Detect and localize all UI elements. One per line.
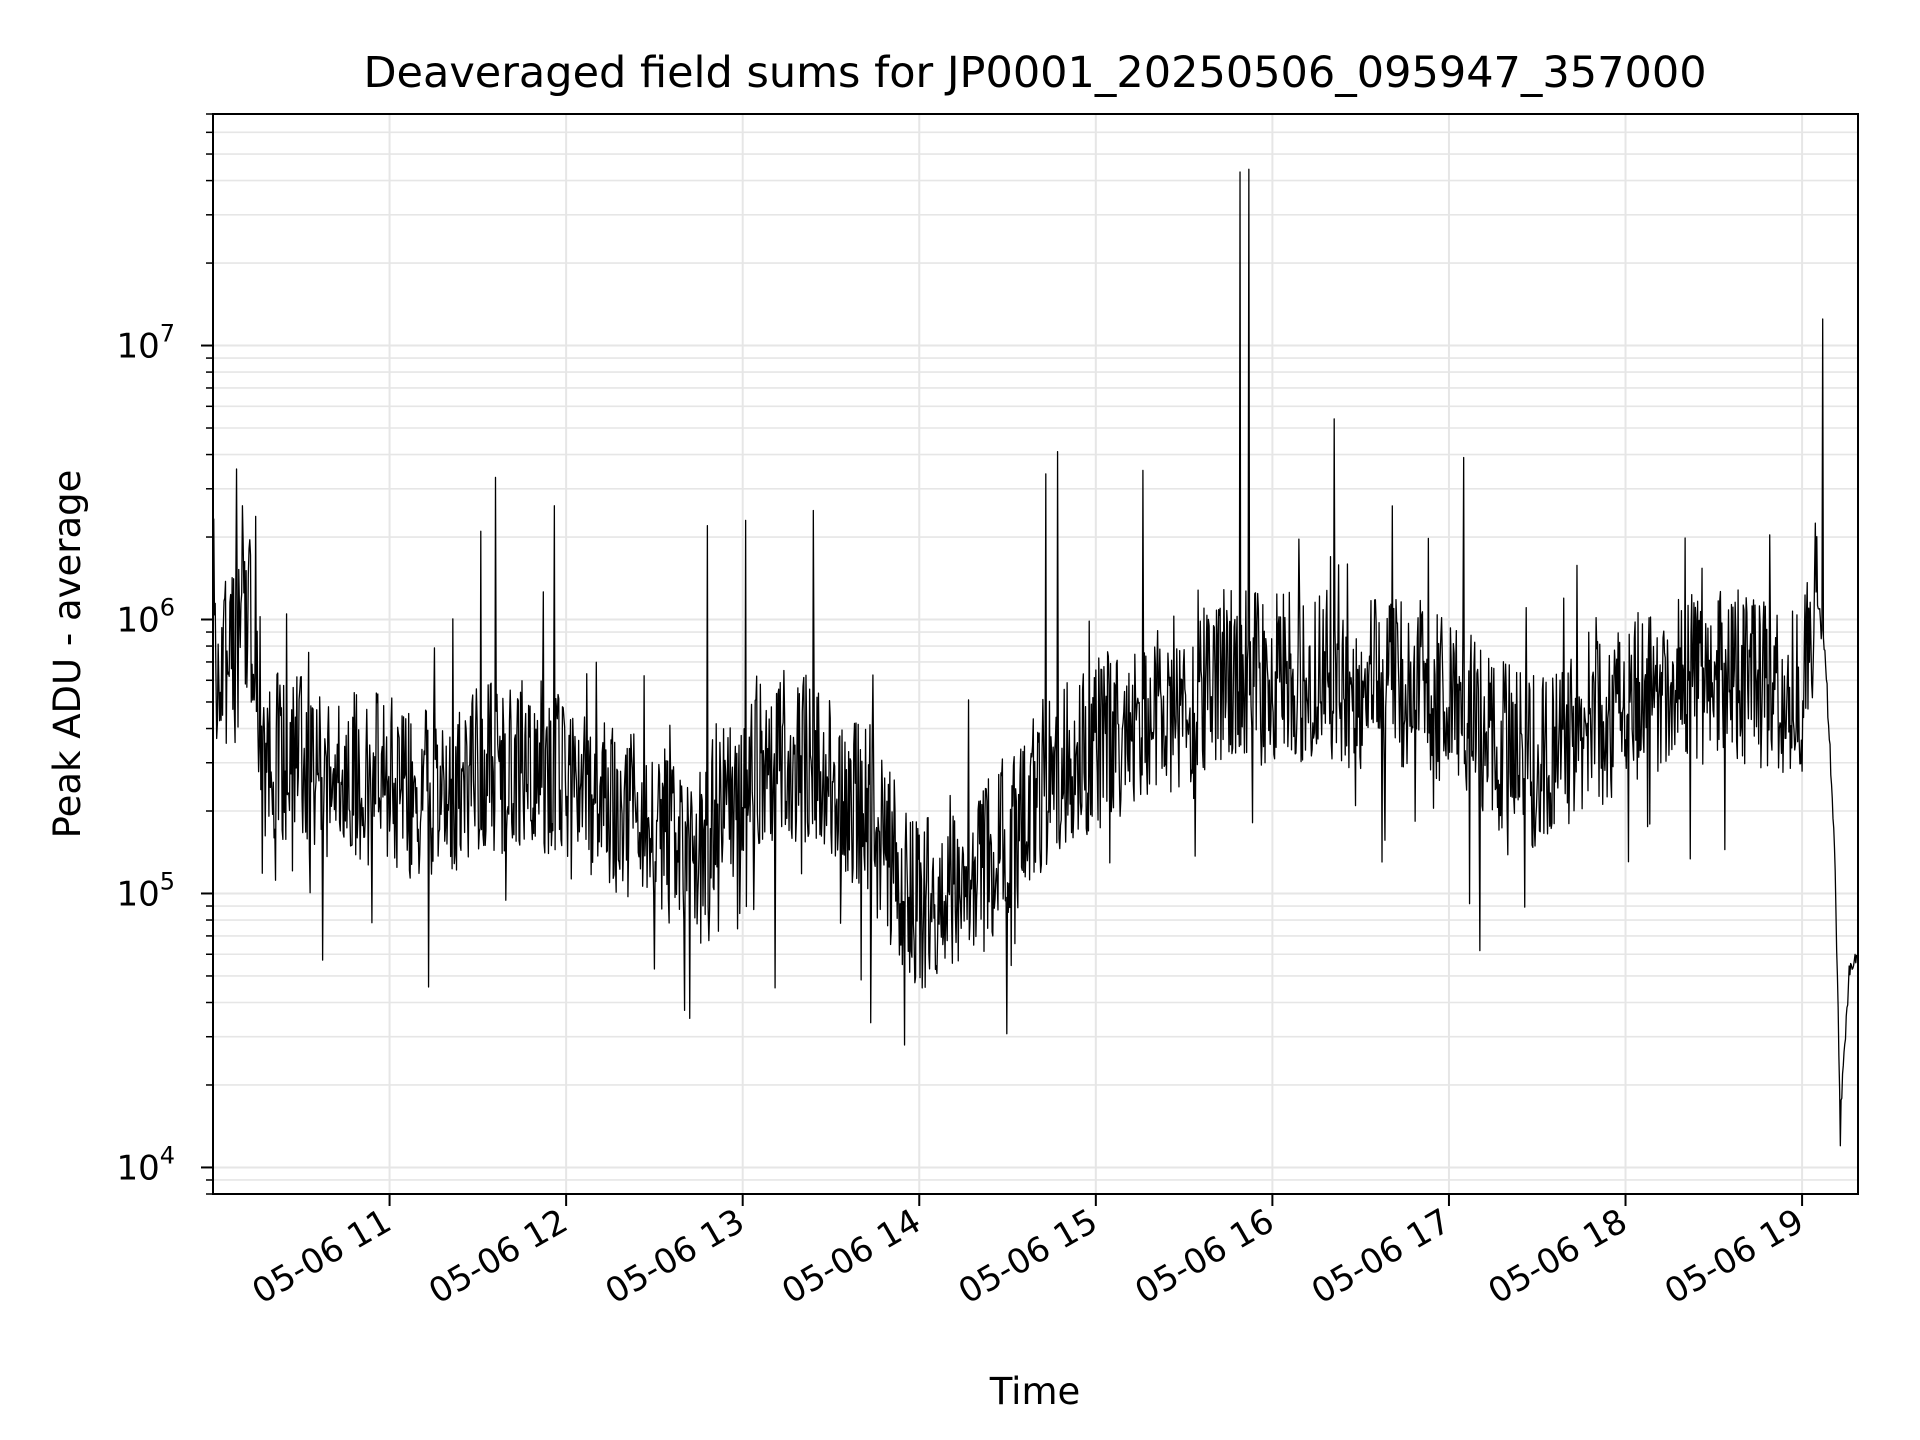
series-line-0	[212, 168, 1859, 1147]
y-tick-exponent: 4	[160, 1141, 175, 1169]
chart-title: Deaveraged field sums for JP0001_2025050…	[363, 48, 1706, 98]
y-tick-label: 104	[116, 1141, 175, 1188]
plot-frame	[212, 113, 1859, 1195]
y-tick-exponent: 6	[160, 594, 175, 622]
y-tick-base: 10	[116, 1148, 159, 1188]
y-tick-label: 105	[116, 867, 175, 914]
y-tick-exponent: 7	[160, 320, 175, 348]
y-tick-label: 106	[116, 594, 175, 641]
series-layer	[212, 168, 1859, 1147]
y-axis-label: Peak ADU - average	[46, 470, 89, 839]
y-tick-label: 107	[116, 320, 175, 367]
y-tick-exponent: 5	[160, 867, 175, 895]
y-tick-base: 10	[116, 601, 159, 641]
x-axis-label: Time	[989, 1370, 1081, 1413]
y-tick-base: 10	[116, 327, 159, 367]
y-tick-base: 10	[116, 874, 159, 914]
